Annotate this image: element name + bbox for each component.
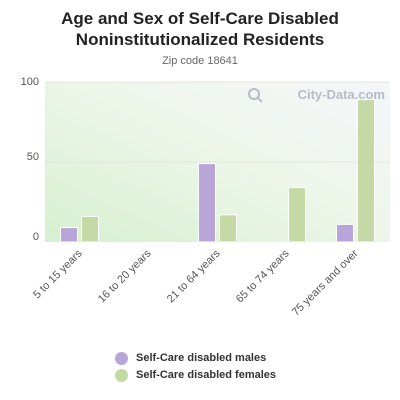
bar-males-2 <box>198 163 216 243</box>
bar-males-0 <box>60 227 78 243</box>
legend-item-females: Self-Care disabled females <box>115 367 276 383</box>
y-tick-label-100: 100 <box>21 76 39 88</box>
bar-females-2 <box>219 214 237 243</box>
chart-subtitle: Zip code 18641 <box>162 55 238 67</box>
bar-females-3 <box>288 187 306 243</box>
legend-swatch-males <box>115 351 128 365</box>
legend-item-males: Self-Care disabled males <box>115 350 276 366</box>
watermark-magnifier-icon <box>248 88 260 100</box>
legend-swatch-females <box>115 368 128 382</box>
y-tick-label-0: 0 <box>33 231 39 243</box>
x-tick-label-3: 65 to 74 years <box>234 247 292 305</box>
bar-males-4 <box>336 223 354 243</box>
x-tick-label-1: 16 to 20 years <box>96 247 154 305</box>
y-tick-label-50: 50 <box>27 151 39 163</box>
legend-label-males: Self-Care disabled males <box>136 352 267 364</box>
bar-females-0 <box>81 215 99 243</box>
legend-label-females: Self-Care disabled females <box>136 369 277 381</box>
x-tick-label-4: 75 years and over <box>290 247 361 318</box>
watermark-magnifier-handle <box>257 97 263 103</box>
chart-title: Age and Sex of Self-Care Disabled Nonins… <box>61 9 339 49</box>
watermark-text: City-Data.com <box>298 87 385 102</box>
x-tick-label-2: 21 to 64 years <box>165 247 223 305</box>
bar-females-4 <box>357 99 375 243</box>
x-tick-label-0: 5 to 15 years <box>31 247 85 301</box>
chart-legend: Self-Care disabled males Self-Care disab… <box>115 350 276 384</box>
